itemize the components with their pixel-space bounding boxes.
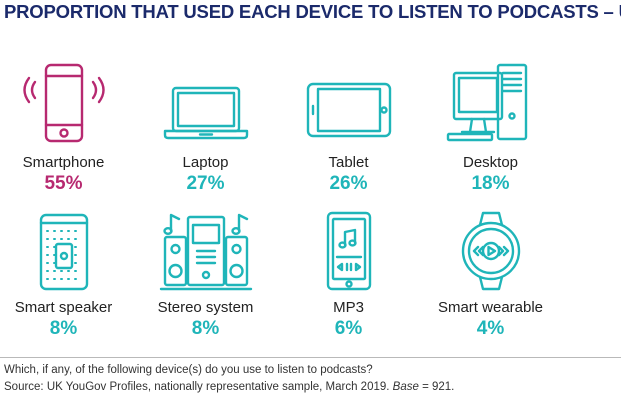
device-percent: 4% [476,318,505,339]
device-name: MP3 [333,299,364,316]
device-name: Desktop [462,154,519,171]
tablet-icon [306,82,391,138]
base-label: Base [392,381,419,393]
mp3-icon [326,211,371,291]
device-percent: 26% [329,173,368,194]
desktop-icon [446,63,527,142]
device-name: Stereo system [157,299,254,316]
device-percent: 6% [334,318,363,339]
device-cell-smartphone: Smartphone 55% [0,62,141,195]
device-name: Smartphone [22,154,105,171]
source-text: Source: UK YouGov Profiles, nationally r… [4,381,393,393]
smartphone-icon [22,63,105,143]
laptop-icon [163,86,248,140]
device-cell-stereo-system: Stereo system 8% [128,209,283,340]
device-cell-smart-wearable: Smart wearable 4% [413,209,568,340]
base-value: = 921. [418,381,455,393]
smart-speaker-icon [39,213,88,291]
device-name: Smart speaker [14,299,113,316]
divider [0,357,621,358]
device-cell-mp3: MP3 6% [271,209,426,340]
stereo-system-icon [159,213,252,291]
source-note: Source: UK YouGov Profiles, nationally r… [4,381,454,393]
device-cell-tablet: Tablet 26% [271,62,426,195]
device-percent: 27% [186,173,225,194]
device-percent: 8% [49,318,78,339]
chart-title: PROPORTION THAT USED EACH DEVICE TO LIST… [4,1,621,22]
device-percent: 18% [471,173,510,194]
device-percent: 8% [191,318,220,339]
device-name: Tablet [328,154,369,171]
device-cell-smart-speaker: Smart speaker 8% [0,209,141,340]
device-name: Laptop [182,154,229,171]
device-cell-desktop: Desktop 18% [413,62,568,195]
device-percent: 55% [44,173,83,194]
survey-question: Which, if any, of the following device(s… [4,364,373,376]
device-cell-laptop: Laptop 27% [128,62,283,195]
smart-wearable-icon [461,211,520,291]
device-name: Smart wearable [437,299,544,316]
